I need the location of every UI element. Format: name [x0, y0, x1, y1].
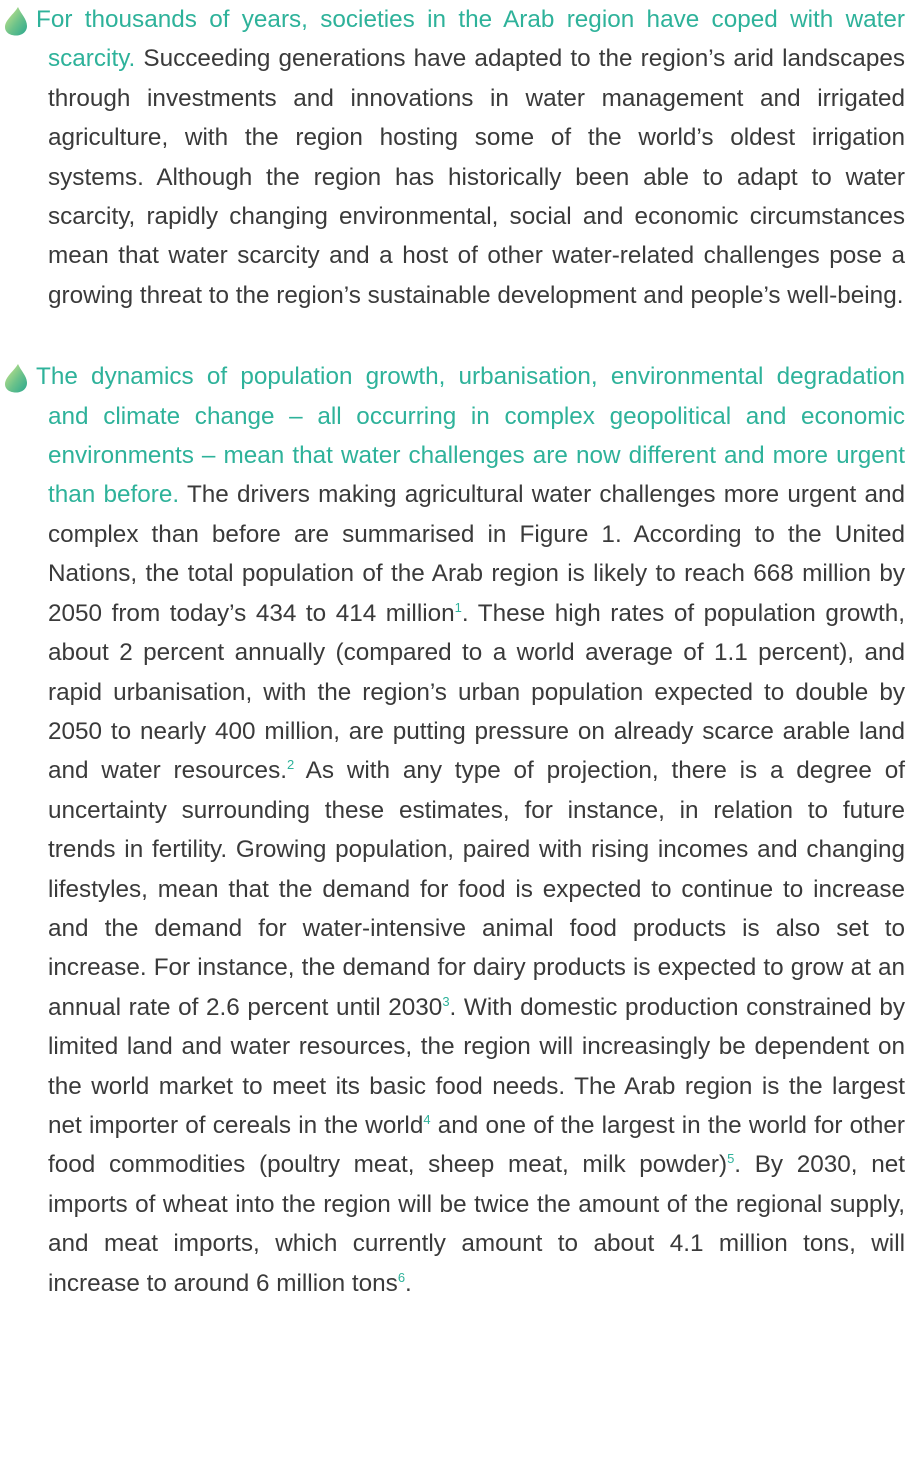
body-text: . By 2030, net imports of wheat into the…: [48, 1151, 905, 1297]
droplet-icon: [5, 7, 27, 36]
droplet-icon: [5, 364, 27, 393]
footnote-ref: 3: [442, 993, 450, 1009]
body-text: As with any type of projection, there is…: [48, 757, 906, 1021]
body-text: . These high rates of population growth,…: [48, 599, 905, 785]
footnote-ref: 1: [454, 599, 462, 615]
footnote-ref: 4: [423, 1111, 431, 1127]
body-text: Succeeding generations have adapted to t…: [48, 45, 905, 309]
body-text: The drivers making agricultural water ch…: [48, 481, 905, 627]
body-text: .: [405, 1269, 412, 1297]
body-text: . With domestic production constrained b…: [48, 993, 905, 1139]
footnote-ref: 2: [286, 757, 295, 773]
lead-text: The dynamics of population growth, urban…: [36, 363, 905, 509]
lead-text: For thousands of years, societies in the…: [36, 6, 905, 73]
footnote-ref: 6: [397, 1269, 406, 1285]
body-text: and one of the largest in the world for …: [48, 1111, 905, 1179]
paragraph: For thousands of years, societies in the…: [0, 0, 905, 315]
footnote-ref: 5: [727, 1151, 735, 1167]
paragraph: The dynamics of population growth, urban…: [0, 357, 905, 1303]
